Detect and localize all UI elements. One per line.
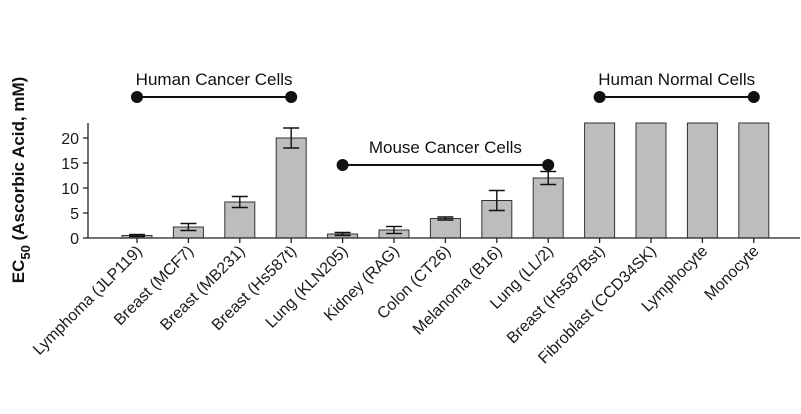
y-tick-label-3: 15 (61, 156, 79, 173)
y-axis-label-rest: (Ascorbic Acid, mM) (9, 77, 28, 245)
group-label-2: Human Normal Cells (598, 70, 755, 89)
bar-11 (686, 122, 718, 239)
x-tick-label-9: Breast (Hs587Bst) (504, 243, 608, 347)
group-dot-end-0 (285, 91, 298, 103)
bar-12 (738, 122, 770, 239)
y-tick-label-2: 10 (61, 181, 79, 198)
group-dot-start-0 (131, 91, 143, 103)
group-dot-start-2 (593, 91, 606, 103)
group-label-0: Human Cancer Cells (136, 70, 293, 89)
x-tick-label-12: Monocyte (702, 243, 763, 304)
x-tick-label-7: Melanoma (B16) (410, 243, 506, 339)
group-dot-end-2 (747, 91, 760, 103)
bar-6 (429, 218, 461, 239)
y-tick-label-4: 20 (61, 131, 79, 148)
group-label-1: Mouse Cancer Cells (369, 138, 522, 157)
group-dot-end-1 (542, 159, 555, 171)
bar-9 (584, 122, 616, 239)
bar-10 (635, 122, 667, 239)
y-axis-label: EC50 (Ascorbic Acid, mM) (9, 77, 33, 284)
bar-8 (532, 177, 564, 239)
group-dot-start-1 (336, 159, 349, 171)
bar-3 (275, 137, 307, 239)
y-axis-label-main: EC (9, 260, 28, 284)
y-tick-label-1: 5 (70, 206, 79, 223)
y-tick-label-0: 0 (70, 231, 79, 248)
y-axis-label-sub: 50 (18, 245, 33, 259)
